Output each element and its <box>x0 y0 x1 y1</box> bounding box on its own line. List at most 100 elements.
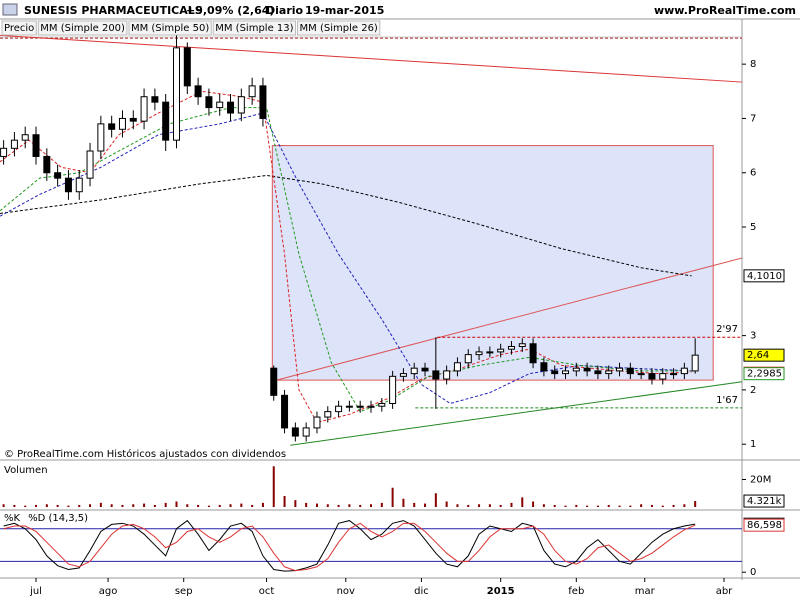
candle-body <box>172 47 180 141</box>
date: 19-mar-2015 <box>305 4 384 17</box>
volume-bar <box>478 504 481 507</box>
candle-body <box>0 147 8 157</box>
candle-body <box>43 155 51 174</box>
level-label: 1'67 <box>716 395 738 406</box>
candle-body <box>227 101 235 114</box>
volume-bar <box>24 505 27 507</box>
x-tick-label: sep <box>175 586 193 597</box>
legend-entry: MM (Simple 13) <box>215 23 293 34</box>
moving-average <box>0 107 692 413</box>
title: SUNESIS PHARMACEUTICALS <box>24 4 203 17</box>
legend-entry: MM (Simple 50) <box>131 23 209 34</box>
legend-box <box>1 20 37 36</box>
candle-body <box>572 367 580 372</box>
candle-body <box>594 370 602 375</box>
moving-average <box>0 90 692 424</box>
candle-body <box>691 354 699 372</box>
volume-bar <box>45 504 48 507</box>
volume-bar <box>402 498 405 507</box>
volume-bar <box>294 500 297 507</box>
candle-body <box>616 367 624 372</box>
y-tick-label: 2 <box>750 385 756 396</box>
candle-body <box>10 139 18 149</box>
volume-bar <box>499 504 502 507</box>
volume-bar <box>413 502 416 507</box>
volume-bar <box>618 505 621 507</box>
volume-bar <box>575 504 578 507</box>
volume-bar <box>283 496 286 507</box>
candle-body <box>518 343 526 347</box>
candle-body <box>626 367 634 375</box>
volume-bar <box>553 504 556 507</box>
moving-average <box>0 174 692 277</box>
oscillator-line <box>3 522 696 572</box>
candle-body <box>659 373 667 380</box>
candle-body <box>140 96 148 122</box>
candle-body <box>562 370 570 375</box>
icon[interactable] <box>2 3 18 16</box>
y-tick-label: 0 <box>750 567 756 578</box>
legend-entry: %D (14,3,5) <box>28 513 88 524</box>
site: www.ProRealTime.com <box>654 4 796 17</box>
x-tick-label: mar <box>635 586 656 597</box>
volume-bar <box>121 504 124 507</box>
candle-body <box>32 134 40 157</box>
candle-body <box>399 373 407 377</box>
volume-bar <box>207 505 210 507</box>
volume-bar <box>153 504 156 507</box>
candle-body <box>648 373 656 380</box>
volume-bar <box>337 504 340 507</box>
candle-body <box>335 405 343 413</box>
volume-bar <box>132 504 135 507</box>
volume-bar <box>35 504 38 507</box>
candle-body <box>248 85 256 98</box>
candle-body <box>118 117 126 130</box>
volume-bar <box>89 504 92 507</box>
x-tick-label: dic <box>414 586 429 597</box>
volume-bar <box>110 504 113 507</box>
candle-body <box>345 405 353 408</box>
volume-bar <box>67 505 70 507</box>
candle-body <box>183 47 191 87</box>
volume-bar <box>683 504 686 507</box>
y-tick-label: 6 <box>750 168 756 179</box>
volume-bar <box>510 502 513 507</box>
candle-body <box>605 370 613 375</box>
candle-body <box>367 405 375 408</box>
volume-bar <box>532 501 535 507</box>
volume-bar <box>640 504 643 507</box>
volume-bar <box>586 505 589 507</box>
change: +9,09% (2,64) <box>186 4 274 17</box>
candle-body <box>54 172 62 179</box>
volume-bar <box>542 504 545 507</box>
volume-bar <box>434 493 437 507</box>
candle-body <box>378 402 386 407</box>
candle-body <box>151 96 159 103</box>
legend-box <box>37 20 128 36</box>
volume-bar <box>380 502 383 507</box>
volume-bar <box>315 503 318 507</box>
candle-body <box>75 177 83 193</box>
value-marker <box>743 348 785 362</box>
value-marker <box>743 494 785 508</box>
volume-bar <box>78 504 81 507</box>
volume-bar <box>305 502 308 507</box>
x-tick-label: ago <box>99 586 118 597</box>
candle-body <box>486 351 494 354</box>
candle-body <box>194 85 202 98</box>
candle-body <box>680 367 688 375</box>
value-marker-label: 2,64 <box>747 350 769 361</box>
volume-bar <box>672 504 675 507</box>
value-marker-label: 4,1010 <box>747 271 782 282</box>
volume-bar <box>261 502 264 507</box>
oscillator-line <box>3 519 696 572</box>
y-tick-label: 5 <box>750 222 756 233</box>
y-tick-label: 8 <box>750 59 756 70</box>
note: © ProRealTime.com Históricos ajustados c… <box>4 448 286 460</box>
value-marker <box>743 367 785 381</box>
volume-bar <box>56 504 59 507</box>
volume-bar <box>370 504 372 507</box>
volume-bar <box>694 501 697 507</box>
candle-body <box>637 373 645 376</box>
